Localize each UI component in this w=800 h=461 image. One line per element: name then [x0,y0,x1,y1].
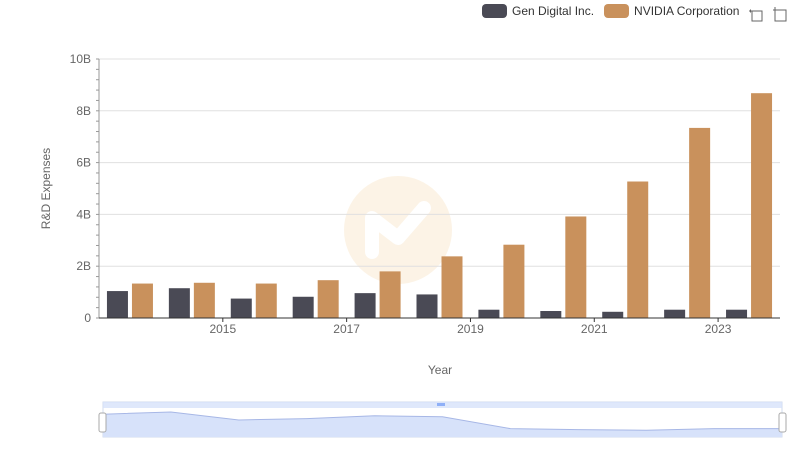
zoom-icon[interactable] [748,6,764,22]
bar-gen-digital-2017[interactable] [292,296,314,318]
x-tick-label: 2021 [581,322,608,336]
legend-swatch-gen-digital [482,4,507,18]
datazoom-handle-left[interactable] [98,412,107,433]
bar-nvidia-2021[interactable] [565,216,587,318]
y-tick-label: 0 [84,311,91,325]
legend: Gen Digital Inc. NVIDIA Corporation [482,4,749,18]
bar-nvidia-2017[interactable] [317,280,339,318]
bar-gen-digital-2020[interactable] [478,309,500,318]
bar-nvidia-2016[interactable] [255,283,277,318]
x-axis-title: Year [428,363,452,377]
bar-gen-digital-2016[interactable] [230,298,252,318]
bar-gen-digital-2015[interactable] [168,288,190,318]
datazoom-preview-area [103,412,782,437]
datazoom-move-bar[interactable] [103,402,782,408]
y-tick-label: 6B [76,156,91,170]
x-tick-label: 2017 [333,322,360,336]
bar-gen-digital-2014[interactable] [106,291,128,318]
bar-nvidia-2024[interactable] [751,93,773,318]
x-tick-label: 2015 [209,322,236,336]
restore-icon[interactable] [772,6,788,22]
toolbox [748,6,788,22]
bar-nvidia-2023[interactable] [689,127,711,318]
datazoom-handle-right[interactable] [778,412,787,433]
bar-gen-digital-2022[interactable] [602,311,624,318]
y-axis-title: R&D Expenses [39,148,53,229]
bar-nvidia-2022[interactable] [627,181,649,318]
bar-gen-digital-2023[interactable] [664,309,686,318]
y-tick-label: 10B [70,52,91,66]
y-tick-label: 8B [76,104,91,118]
bar-gen-digital-2019[interactable] [416,294,438,318]
x-tick-label: 2023 [705,322,732,336]
legend-label-gen-digital: Gen Digital Inc. [512,4,595,18]
bar-nvidia-2014[interactable] [131,283,153,318]
watermark-logo [344,176,452,284]
datazoom-move-grip[interactable] [437,403,445,406]
datazoom-preview-line [102,411,782,431]
bar-gen-digital-2021[interactable] [540,311,562,318]
x-tick-label: 2019 [457,322,484,336]
legend-swatch-nvidia [604,4,630,18]
bar-nvidia-2018[interactable] [379,271,401,318]
bar-gen-digital-2024[interactable] [726,309,748,318]
bar-nvidia-2020[interactable] [503,244,525,318]
bar-gen-digital-2018[interactable] [354,293,376,318]
y-tick-label: 2B [76,259,91,273]
legend-item-nvidia[interactable]: NVIDIA Corporation [604,4,739,18]
bar-nvidia-2019[interactable] [441,256,463,318]
bar-nvidia-2015[interactable] [193,282,215,318]
legend-item-gen-digital[interactable]: Gen Digital Inc. [482,4,594,18]
datazoom-track[interactable] [102,401,783,438]
legend-label-nvidia: NVIDIA Corporation [634,4,740,18]
y-tick-label: 4B [76,207,91,221]
